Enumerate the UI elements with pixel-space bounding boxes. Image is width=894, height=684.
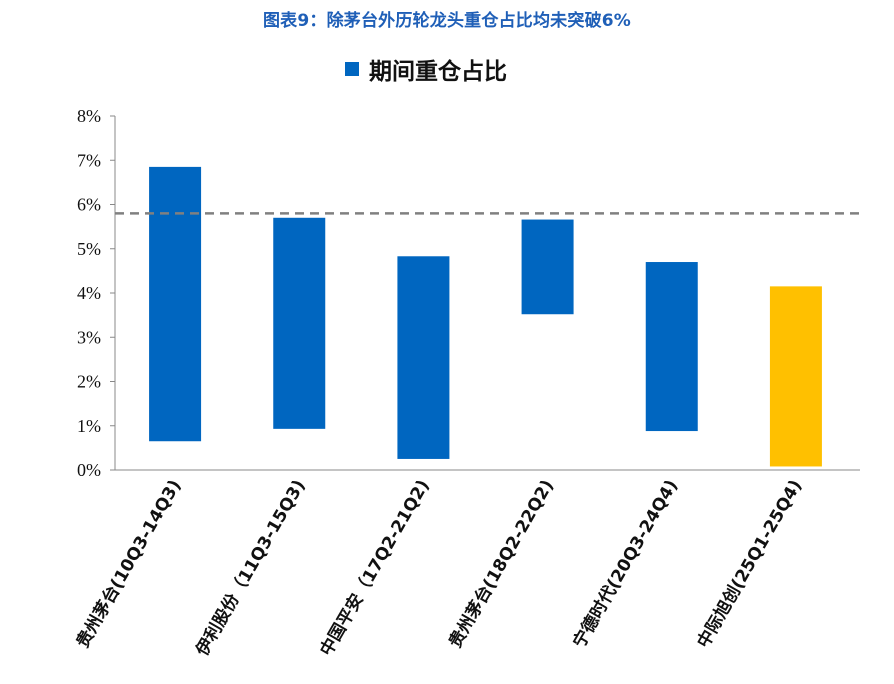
y-tick-label: 0% <box>77 460 101 480</box>
x-category-label: 宁德时代(20Q3-24Q4) <box>569 476 682 651</box>
x-category-label: 伊利股份（11Q3-15Q3) <box>191 476 310 660</box>
chart-title: 图表9：除茅台外历轮龙头重仓占比均未突破6% <box>262 11 632 31</box>
y-tick-label: 7% <box>77 150 101 170</box>
y-tick-label: 2% <box>77 372 101 392</box>
x-category-label: 中国平安（17Q2-21Q2) <box>316 476 434 659</box>
legend-swatch <box>345 62 359 76</box>
legend-label: 期间重仓占比 <box>369 59 507 85</box>
x-category-label: 贵州茅台(18Q2-22Q2) <box>444 476 557 651</box>
bar <box>397 256 450 459</box>
y-tick-label: 1% <box>77 416 101 436</box>
y-tick-label: 8% <box>77 106 101 126</box>
y-tick-label: 4% <box>77 283 101 303</box>
legend: 期间重仓占比 <box>345 52 507 86</box>
bar <box>149 166 202 442</box>
bar <box>273 217 326 429</box>
x-category-label: 贵州茅台(10Q3-14Q3) <box>72 476 185 651</box>
x-category-label: 中际旭创(25Q1-25Q4) <box>693 476 806 651</box>
y-tick-label: 6% <box>77 195 101 215</box>
bar <box>521 219 574 315</box>
bar <box>645 262 698 432</box>
y-tick-label: 3% <box>77 327 101 347</box>
y-tick-label: 5% <box>77 239 101 259</box>
bar <box>769 286 822 467</box>
